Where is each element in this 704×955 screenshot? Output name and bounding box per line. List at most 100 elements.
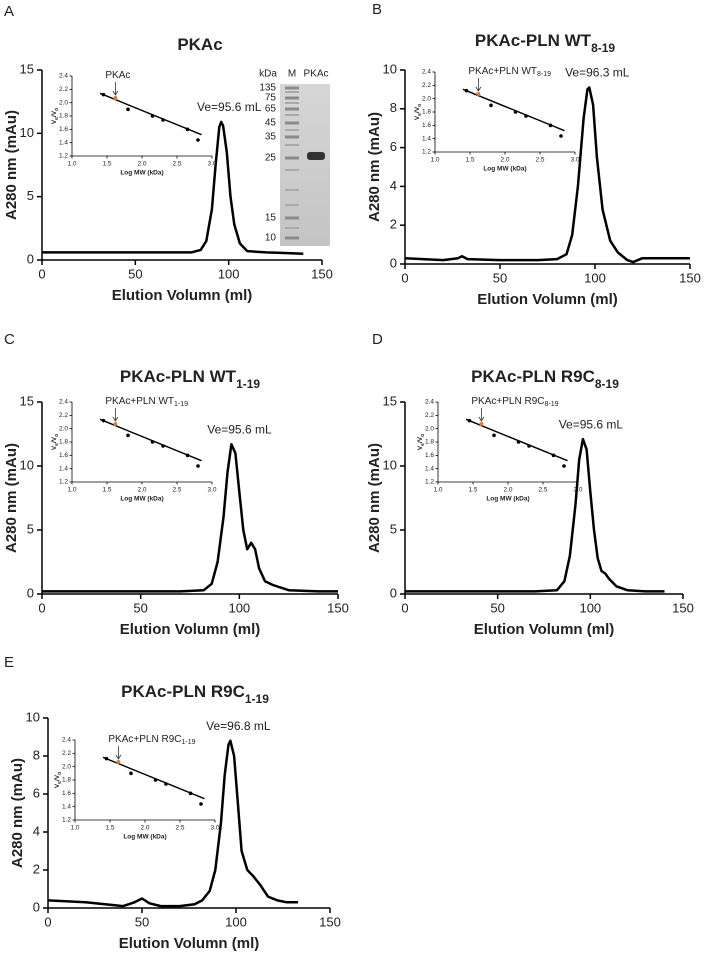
standard-point xyxy=(104,756,109,761)
inset-y-tick-label: 1.6 xyxy=(422,122,431,129)
subscript: 1-19 xyxy=(174,401,188,408)
standard-point xyxy=(559,134,563,138)
inset-y-tick-label: 1.2 xyxy=(425,479,434,486)
peak-annotation: Ve=96.3 mL xyxy=(565,66,630,80)
x-tick-label: 0 xyxy=(44,914,51,929)
standard-point xyxy=(129,771,133,776)
x-tick-label: 50 xyxy=(135,914,149,929)
inset-x-tick-label: 1.0 xyxy=(433,487,442,494)
y-tick-label: 8 xyxy=(33,747,40,762)
y-tick-label: 15 xyxy=(20,61,34,76)
text-part: /V xyxy=(54,774,61,781)
y-tick-label: 15 xyxy=(383,393,397,408)
inset-y-tick-label: 1.4 xyxy=(422,135,431,142)
sample-point xyxy=(113,96,118,100)
inset-y-tick-label: 2.2 xyxy=(59,86,68,93)
inset-x-tick-label: 2.0 xyxy=(503,487,512,494)
text-part: PKAc-PLN R9C xyxy=(121,682,245,701)
sample-label: PKAc+PLN WT8-19 xyxy=(468,66,551,79)
chart-title: PKAc-PLN R9C8-19 xyxy=(471,367,619,391)
x-tick-label: 50 xyxy=(490,600,504,615)
inset-y-tick-label: 1.6 xyxy=(62,790,71,797)
gel-marker-label: 65 xyxy=(265,104,277,115)
x-axis-label: Elution Volumn (ml) xyxy=(474,621,615,638)
text-part: V xyxy=(414,115,421,120)
faint-band xyxy=(285,102,299,104)
subscript: 1-19 xyxy=(245,692,269,706)
gel-marker-label: 25 xyxy=(265,153,277,164)
sample-label: PKAc xyxy=(105,70,130,81)
inset-x-tick-label: 2.0 xyxy=(137,161,146,168)
peak-annotation: Ve=95.6 mL xyxy=(207,422,272,436)
panel-label: A xyxy=(4,3,14,20)
arrow-head xyxy=(112,416,119,422)
text-part: /V xyxy=(414,106,421,113)
inset-y-tick-label: 1.6 xyxy=(59,452,68,459)
elution-curve xyxy=(404,86,690,264)
inset-x-tick-label: 2.5 xyxy=(535,157,544,164)
inset-y-tick-label: 2.2 xyxy=(59,412,68,419)
x-tick-label: 150 xyxy=(327,600,349,615)
y-tick-label: 2 xyxy=(33,861,40,876)
subscript: 1-19 xyxy=(236,377,260,391)
gel-lane-label: M xyxy=(288,69,296,80)
fit-line xyxy=(465,418,568,462)
inset-x-tick-label: 2.5 xyxy=(538,487,547,494)
inset-y-tick-label: 1.8 xyxy=(59,439,68,446)
x-tick-label: 150 xyxy=(672,600,694,615)
peak-annotation: Ve=96.8 mL xyxy=(206,719,271,733)
text-part: PKAc xyxy=(177,35,222,54)
faint-band xyxy=(285,169,299,171)
faint-band xyxy=(285,129,299,131)
fit-line xyxy=(99,418,202,462)
elution-curve xyxy=(47,739,298,908)
standard-point xyxy=(464,88,469,93)
standard-point xyxy=(551,453,556,458)
inset-y-tick-label: 1.8 xyxy=(425,439,434,446)
faint-band xyxy=(285,91,299,93)
marker-band xyxy=(285,86,299,90)
arrow-head xyxy=(475,86,482,92)
x-axis-label: Elution Volumn (ml) xyxy=(477,291,618,308)
subscript: 8-19 xyxy=(591,41,615,55)
arrow-head xyxy=(112,90,119,96)
x-axis-label: Elution Volumn (ml) xyxy=(120,621,261,638)
y-tick-label: 5 xyxy=(27,188,34,203)
inset-y-tick-label: 2.0 xyxy=(62,763,71,770)
chart-title: PKAc-PLN WT1-19 xyxy=(120,367,261,391)
inset-y-tick-label: 1.4 xyxy=(59,465,68,472)
x-tick-label: 50 xyxy=(493,270,507,285)
subscript: e xyxy=(54,443,60,446)
subscript: o xyxy=(57,772,63,775)
standard-point xyxy=(161,444,165,448)
x-tick-label: 0 xyxy=(38,600,45,615)
inset-y-axis-label: Ve/Vo xyxy=(51,434,61,450)
inset-x-axis-label: Log MW (kDa) xyxy=(483,166,526,173)
inset-x-axis-label: Log MW (kDa) xyxy=(123,834,166,841)
y-tick-label: 2 xyxy=(390,217,397,232)
panel-label: E xyxy=(4,654,14,671)
subscript: 8-19 xyxy=(544,401,558,408)
inset-x-tick-label: 2.0 xyxy=(500,157,509,164)
inset-y-tick-label: 1.6 xyxy=(425,452,434,459)
faint-band xyxy=(285,227,299,229)
inset-x-tick-label: 1.5 xyxy=(465,157,474,164)
gel-lane-label: PKAc xyxy=(303,69,328,80)
inset-y-tick-label: 1.4 xyxy=(62,803,71,810)
subscript: e xyxy=(57,781,63,784)
inset-x-tick-label: 1.0 xyxy=(70,825,79,832)
standard-point xyxy=(126,107,130,112)
inset-y-tick-label: 2.4 xyxy=(59,399,68,406)
panel-label: B xyxy=(372,1,382,18)
inset-x-tick-label: 3.0 xyxy=(573,487,582,494)
chart-title: PKAc-PLN R9C1-19 xyxy=(121,682,269,706)
x-axis-label: Elution Volumn (ml) xyxy=(112,287,253,304)
marker-band xyxy=(285,107,299,111)
subscript: e xyxy=(417,113,423,116)
sample-label: PKAc+PLN WT1-19 xyxy=(105,396,188,409)
fit-line xyxy=(99,92,202,136)
subscript: o xyxy=(54,108,60,111)
y-tick-label: 4 xyxy=(390,178,397,193)
y-axis-label: A280 nm (mAu) xyxy=(9,758,26,868)
